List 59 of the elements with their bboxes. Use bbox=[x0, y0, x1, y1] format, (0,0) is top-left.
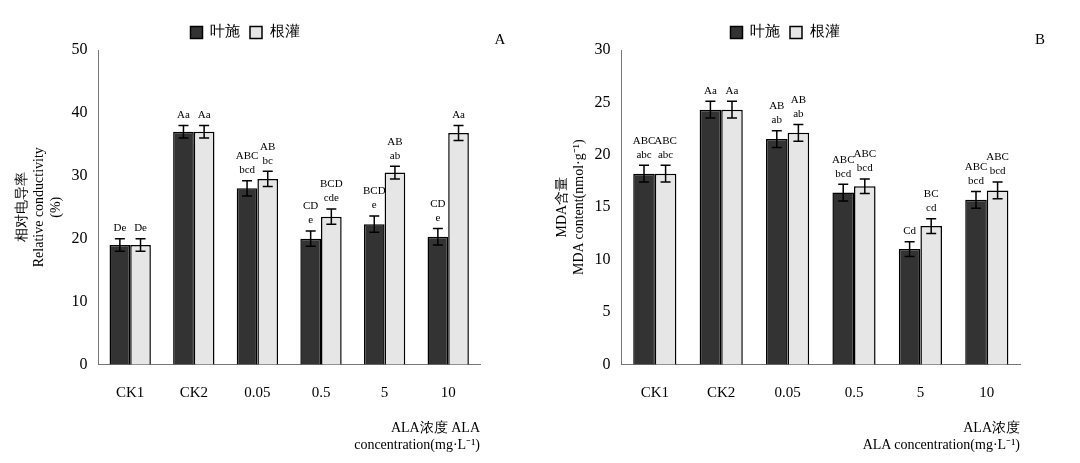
data-label: Aa bbox=[197, 107, 211, 120]
data-label: ABC bcd bbox=[964, 159, 988, 186]
data-label: Aa bbox=[452, 107, 466, 120]
y-axis-title: 相对电导率 Relative conductivity (%) bbox=[14, 147, 64, 268]
x-tick-label: 0.5 bbox=[311, 384, 331, 401]
y-tick-label: 10 bbox=[71, 291, 88, 309]
data-label: ABC abc bbox=[654, 133, 677, 160]
x-axis-title: ALA浓度 ALA concentration(mg·L⁻¹) bbox=[862, 420, 1021, 454]
legend-label: 根灌 bbox=[809, 23, 840, 40]
data-label: ABC bcd bbox=[831, 152, 855, 179]
x-tick-label: CK1 bbox=[116, 384, 145, 401]
x-tick-label: CK1 bbox=[640, 384, 669, 401]
data-label: Cd bbox=[903, 224, 917, 237]
y-tick-label: 0 bbox=[602, 354, 611, 372]
x-tick-label: 5 bbox=[380, 384, 389, 401]
data-label: ABC bcd bbox=[986, 150, 1009, 177]
y-tick-label: 50 bbox=[71, 40, 88, 58]
data-label: Aa bbox=[704, 83, 717, 96]
y-tick-label: 20 bbox=[594, 145, 611, 162]
x-tick-label: 0.5 bbox=[844, 384, 864, 401]
data-label: Aa bbox=[177, 107, 190, 120]
y-tick-label: 15 bbox=[594, 197, 611, 215]
x-tick-label: 10 bbox=[979, 384, 995, 401]
data-label: BC cd bbox=[923, 187, 939, 214]
text: A bbox=[494, 30, 506, 47]
data-label: De bbox=[134, 221, 148, 234]
x-tick-label: CK2 bbox=[179, 384, 208, 401]
data-label: ABC bcd bbox=[853, 147, 877, 174]
legend-label: 叶施 bbox=[750, 23, 780, 40]
y-tick-label: 30 bbox=[594, 40, 611, 58]
x-tick-label: 0.05 bbox=[774, 384, 801, 401]
data-label: AB bc bbox=[260, 139, 276, 166]
data-label: AB ab bbox=[387, 134, 403, 161]
y-tick-label: 40 bbox=[71, 103, 88, 121]
x-tick-label: CK2 bbox=[707, 384, 736, 401]
data-label: BCD e bbox=[362, 184, 386, 211]
x-tick-label: 0.05 bbox=[244, 384, 271, 401]
data-label: BCD cde bbox=[320, 177, 343, 204]
y-axis-title: MDA含量 MDA content(nmol·g⁻¹) bbox=[554, 139, 587, 275]
x-tick-label: 10 bbox=[440, 384, 456, 401]
y-tick-label: 25 bbox=[594, 92, 611, 110]
text: B bbox=[1034, 30, 1046, 47]
data-label: ABC abc bbox=[632, 133, 656, 160]
y-tick-label: 10 bbox=[594, 249, 611, 267]
x-tick-label: 5 bbox=[916, 384, 925, 401]
data-label: ABC bcd bbox=[235, 149, 259, 176]
data-label: De bbox=[113, 221, 127, 234]
data-label: CD e bbox=[303, 199, 319, 226]
legend-label: 根灌 bbox=[269, 23, 300, 40]
y-tick-label: 20 bbox=[71, 228, 88, 246]
data-label: Aa bbox=[725, 83, 739, 96]
y-tick-label: 5 bbox=[602, 302, 611, 320]
data-label: AB ab bbox=[790, 92, 807, 119]
x-axis-title: ALA浓度 ALA concentration(mg·L⁻¹) bbox=[354, 420, 481, 454]
legend-label: 叶施 bbox=[210, 23, 240, 40]
y-tick-label: 0 bbox=[79, 354, 88, 372]
data-label: CD e bbox=[430, 196, 446, 223]
y-tick-label: 30 bbox=[71, 165, 88, 183]
data-label: AB ab bbox=[769, 99, 785, 126]
